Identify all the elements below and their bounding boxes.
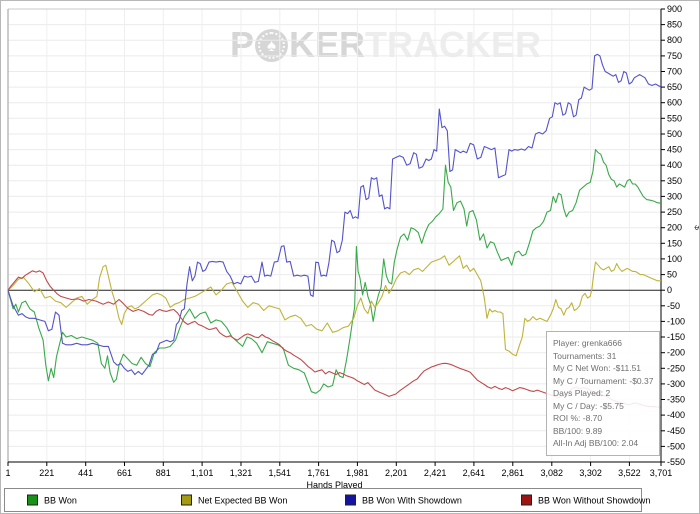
y-tick-label: -50: [667, 301, 680, 311]
legend-swatch-icon: [27, 494, 38, 506]
spade-icon: ♠: [267, 35, 277, 55]
legend-item-bb-won-with-showdown: BB Won With Showdown: [345, 494, 462, 506]
watermark-text-p: P: [230, 24, 255, 65]
y-tick-label: 0: [667, 285, 672, 295]
x-tick-label: 2,421: [424, 468, 447, 478]
legend-label: BB Won Without Showdown: [538, 495, 651, 505]
x-tick-label: 3,701: [650, 468, 673, 478]
legend-item-net-expected-bb-won: Net Expected BB Won: [181, 494, 288, 506]
x-tick-label: 3,082: [541, 468, 564, 478]
y-tick-label: -550: [667, 457, 685, 467]
x-tick-label: 1,321: [230, 468, 253, 478]
y-tick-label: -350: [667, 395, 685, 405]
y-tick-label: 900: [667, 4, 682, 14]
y-tick-label: 450: [667, 145, 682, 155]
watermark-text-tracker: TRACKER: [365, 24, 542, 65]
y-tick-label: -100: [667, 316, 685, 326]
legend-swatch-icon: [181, 494, 192, 506]
x-tick-label: 221: [39, 468, 54, 478]
y-tick-label: 350: [667, 176, 682, 186]
y-tick-label: -450: [667, 426, 685, 436]
y-tick-label: 800: [667, 35, 682, 45]
legend-item-bb-won-without-showdown: BB Won Without Showdown: [521, 494, 651, 506]
y-tick-label: -250: [667, 363, 685, 373]
x-axis-title: Hands Played: [306, 480, 362, 490]
stat-days-played: Days Played: 2: [553, 388, 611, 398]
stat-my-c-day: My C / Day: -$5.75: [553, 400, 624, 411]
stat-player: Player: grenka666: [553, 338, 622, 348]
x-tick-label: 881: [156, 468, 171, 478]
player-stats-rows: Player: grenka666 Tournaments: 31 My C Net…: [553, 337, 653, 450]
y-tick-label: 500: [667, 129, 682, 139]
y-tick-label: 400: [667, 160, 682, 170]
y-tick-label: 750: [667, 51, 682, 61]
pokertracker-watermark: P ♠ KER TRACKER: [230, 27, 541, 63]
x-tick-label: 2,201: [385, 468, 408, 478]
y-axis-title: $: [693, 225, 700, 230]
x-tick-label: 661: [117, 468, 132, 478]
y-tick-label: 150: [667, 238, 682, 248]
y-tick-label: 250: [667, 207, 682, 217]
y-tick-label: 850: [667, 20, 682, 30]
player-stats-tooltip: Player: grenka666 Tournaments: 31 My C Net…: [546, 331, 660, 456]
x-tick-label: 1,981: [346, 468, 369, 478]
legend-swatch-icon: [521, 494, 532, 506]
series-bb-won-with-showdown: [7, 53, 662, 376]
y-tick-label: 650: [667, 82, 682, 92]
x-tick-label: 441: [78, 468, 93, 478]
series-net-expected-bb-won: [7, 255, 661, 357]
stat-tournaments: Tournaments: 31: [553, 350, 617, 361]
stat-all-in-adj-bb-100: All-In Adj BB/100: 2.04: [553, 438, 639, 448]
watermark-text-ker: KER: [289, 24, 366, 65]
y-tick-label: 700: [667, 67, 682, 77]
y-tick-label: 550: [667, 113, 682, 123]
x-tick-label: 1: [5, 468, 10, 478]
stat-my-c-net-won: My C Net Won: -$11.51: [553, 363, 642, 373]
stat-bb-100: BB/100: 9.89: [553, 425, 603, 436]
stat-my-c-tournament: My C / Tournament: -$0.37: [553, 375, 654, 386]
legend-label: Net Expected BB Won: [198, 495, 288, 505]
x-tick-label: 2,641: [463, 468, 486, 478]
y-tick-label: 200: [667, 223, 682, 233]
y-tick-label: -400: [667, 410, 685, 420]
y-tick-label: 300: [667, 191, 682, 201]
y-tick-label: 50: [667, 270, 677, 280]
legend-label: BB Won: [44, 495, 77, 505]
legend-item-bb-won: BB Won: [27, 494, 77, 506]
y-tick-label: 600: [667, 98, 682, 108]
x-tick-label: 2,861: [502, 468, 525, 478]
y-tick-label: -150: [667, 332, 685, 342]
stat-roi-: ROI %: -8.70: [553, 413, 603, 423]
y-tick-label: -300: [667, 379, 685, 389]
x-tick-label: 1,101: [191, 468, 214, 478]
y-tick-label: 100: [667, 254, 682, 264]
chart-legend: BB Won Net Expected BB Won BB Won With Sho…: [4, 488, 650, 512]
legend-swatch-icon: [345, 494, 356, 506]
x-tick-label: 1,541: [269, 468, 292, 478]
x-tick-label: 3,522: [618, 468, 641, 478]
x-tick-label: 1,761: [307, 468, 330, 478]
y-tick-label: -200: [667, 348, 685, 358]
legend-label: BB Won With Showdown: [362, 495, 462, 505]
y-tick-label: -500: [667, 441, 685, 451]
x-tick-label: 3,302: [579, 468, 602, 478]
